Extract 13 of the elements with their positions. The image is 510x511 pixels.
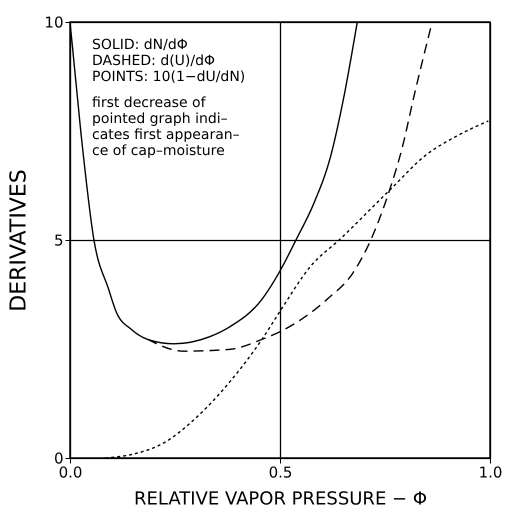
annotation: ce of cap–moisture: [92, 143, 225, 159]
annotation: POINTS: 10(1−dU/dN): [92, 69, 246, 85]
annotation: SOLID: dN/dΦ: [92, 37, 188, 53]
annotation: first decrease of: [92, 95, 207, 111]
annotation: pointed graph indi–: [92, 111, 228, 127]
annotation: DASHED: d(U)/dΦ: [92, 53, 215, 69]
y-axis-title: DERIVATIVES: [6, 169, 32, 312]
x-axis-title: RELATIVE VAPOR PRESSURE − Φ: [134, 488, 428, 510]
x-tick-label: 1.0: [478, 464, 502, 482]
y-tick-label: 5: [54, 232, 64, 250]
annotation: cates first appearan–: [92, 127, 240, 143]
y-tick-label: 10: [44, 14, 64, 32]
x-tick-label: 0.5: [268, 464, 292, 482]
